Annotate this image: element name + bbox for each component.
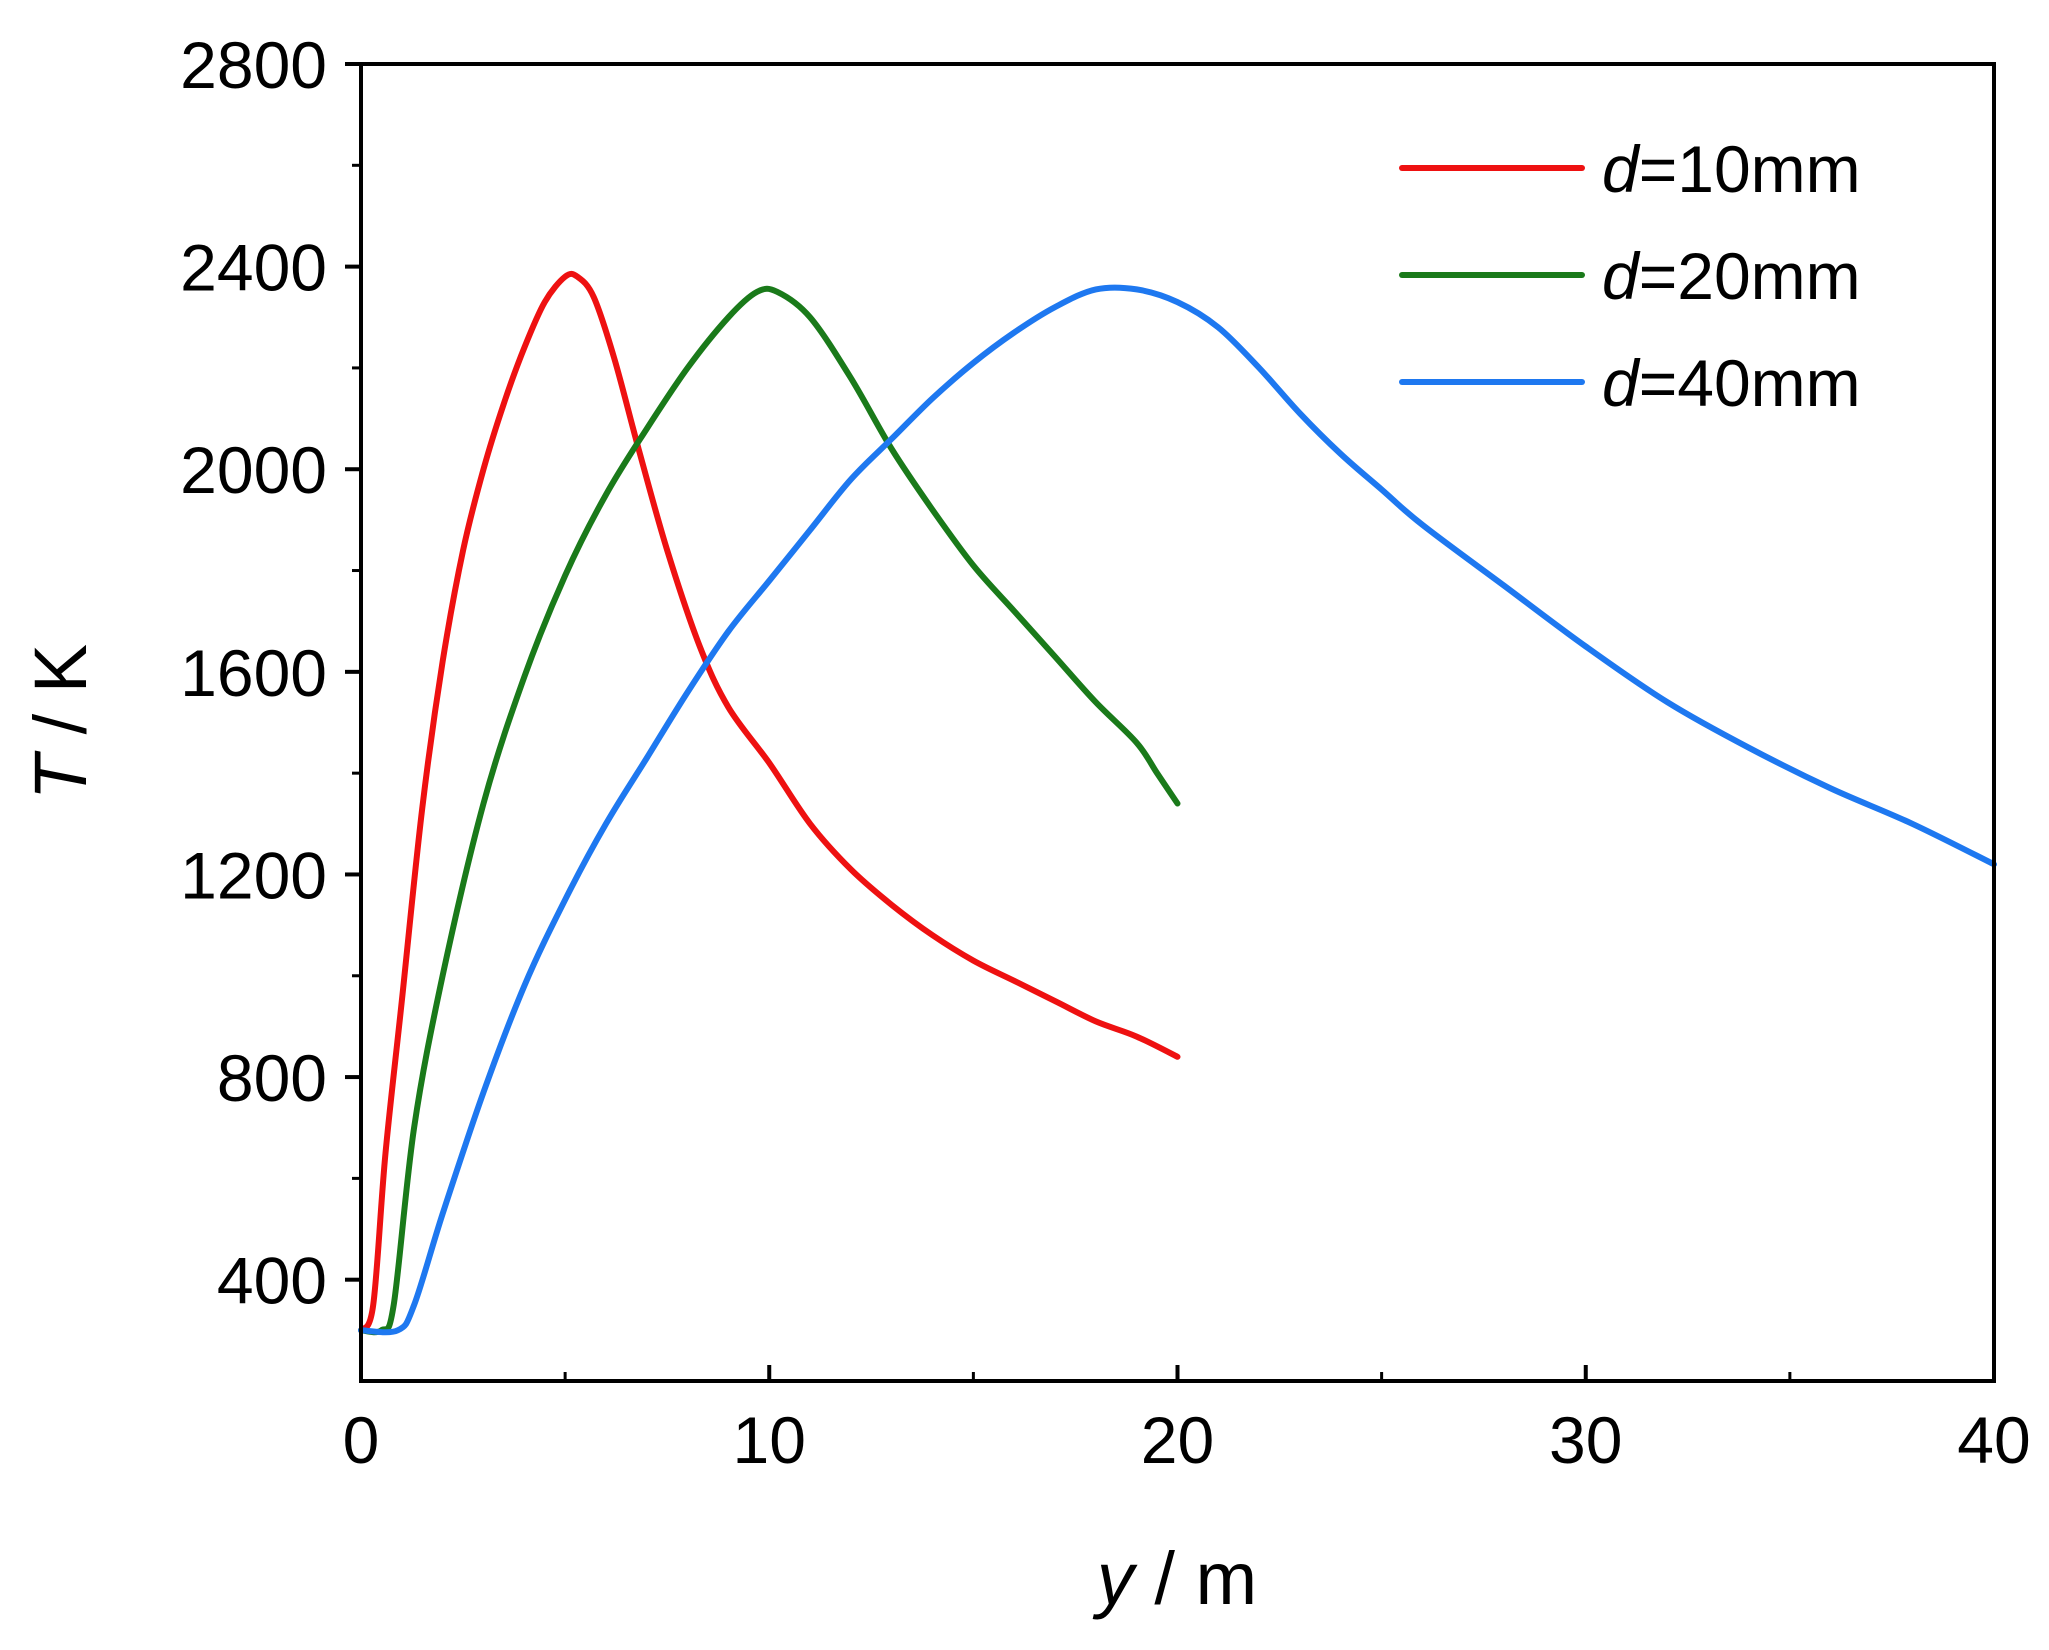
x-tick-label: 30 xyxy=(1549,1403,1622,1477)
y-tick-label: 1600 xyxy=(180,636,327,710)
series-line-d40 xyxy=(358,284,1997,1336)
x-tick-label: 10 xyxy=(733,1403,806,1477)
series-line-d10 xyxy=(358,270,1181,1334)
x-tick-label: 0 xyxy=(343,1403,380,1477)
y-tick-label: 400 xyxy=(217,1244,327,1318)
x-tick-label: 40 xyxy=(1957,1403,2030,1477)
y-tick-label: 1200 xyxy=(180,838,327,912)
legend-entry-d10: d=10mm xyxy=(1399,132,1861,206)
y-tick-label: 2000 xyxy=(180,433,327,507)
x-axis-label: y / m xyxy=(1092,1537,1257,1620)
x-axis-unit: / m xyxy=(1134,1537,1257,1620)
legend-label-d10: d=10mm xyxy=(1602,132,1861,206)
y-tick-label: 800 xyxy=(217,1041,327,1115)
plot-frame xyxy=(359,62,1996,1383)
x-tick-label: 20 xyxy=(1141,1403,1214,1477)
legend-entry-d40: d=40mm xyxy=(1399,346,1861,420)
y-tick-label: 2400 xyxy=(180,231,327,305)
legend: d=10mm d=20mm d=40mm xyxy=(1399,132,1861,420)
y-axis-unit: / K xyxy=(19,644,102,755)
y-tick-label: 2800 xyxy=(180,28,327,102)
x-axis-variable: y xyxy=(1092,1537,1138,1620)
series-line-d20 xyxy=(358,285,1181,1336)
y-axis-ticks: 400 800 1200 1600 2000 2400 2800 xyxy=(180,28,361,1318)
legend-entry-d20: d=20mm xyxy=(1399,239,1861,313)
x-axis-ticks: 0 10 20 30 40 xyxy=(343,1365,2031,1477)
data-series xyxy=(358,270,1997,1336)
y-axis-label: T / K xyxy=(19,644,102,800)
y-axis-variable: T xyxy=(19,750,102,800)
legend-label-d40: d=40mm xyxy=(1602,346,1861,420)
legend-label-d20: d=20mm xyxy=(1602,239,1861,313)
